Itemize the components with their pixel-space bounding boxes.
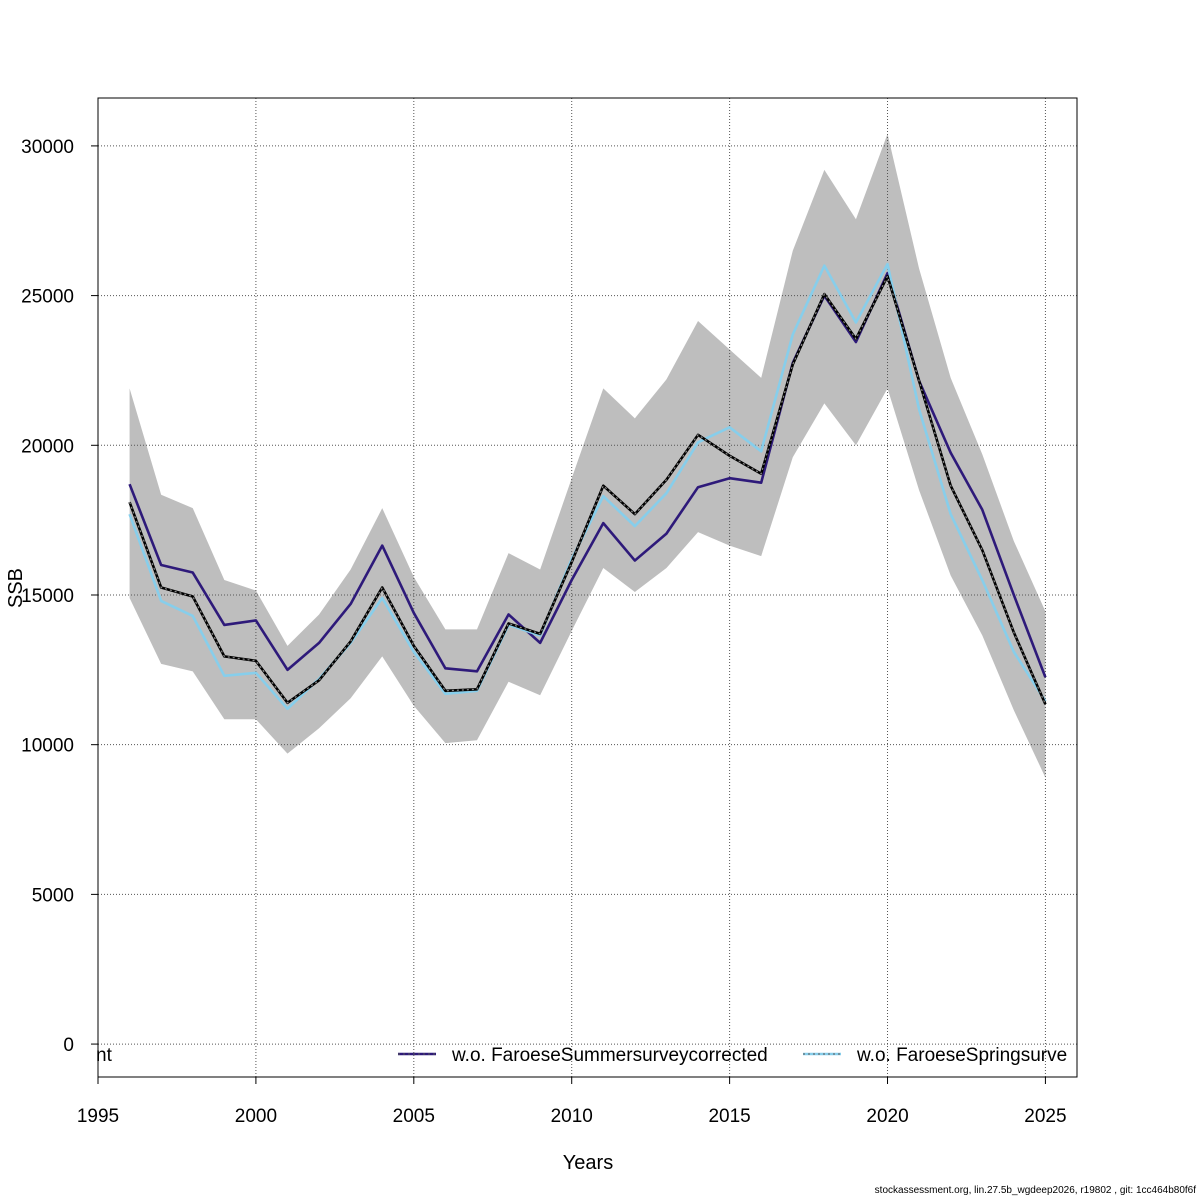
x-axis-title: Years	[563, 1152, 613, 1174]
series-line-0-dots	[129, 274, 1046, 705]
legend: nt w.o. FaroeseSummersurveycorrected w.o. …	[96, 1045, 1067, 1066]
x-tick-label: 2020	[866, 1106, 908, 1127]
grid-layer	[97, 98, 1077, 1077]
legend-text-fragment: nt	[96, 1045, 113, 1066]
y-tick-label: 5000	[32, 885, 74, 906]
x-tick-label: 2010	[551, 1106, 593, 1127]
x-tick-label: 1995	[77, 1106, 119, 1127]
x-tick-label: 2025	[1024, 1106, 1066, 1127]
plot-frame	[97, 97, 1078, 1078]
y-tick-label: 25000	[21, 287, 74, 308]
y-axis-title: SSB	[5, 568, 27, 608]
footer-credit: stockassessment.org, lin.27.5b_wgdeep202…	[874, 1185, 1196, 1196]
series-line-2	[128, 262, 1047, 711]
y-tick-label: 15000	[21, 586, 74, 607]
axis-layer: 0 5000 10000 15000 20000 25000 30000 1995 2000 20…	[21, 97, 1078, 1127]
x-tick-label: 2015	[708, 1106, 750, 1127]
legend-label-0: w.o. FaroeseSummersurveycorrected	[451, 1045, 768, 1066]
confidence-band	[129, 133, 1046, 778]
legend-label-1: w.o. FaroeseSpringsurve	[856, 1045, 1067, 1066]
y-tick-label: 10000	[21, 736, 74, 757]
y-tick-label: 0	[63, 1035, 74, 1056]
series-layer	[128, 262, 1047, 711]
confidence-band-layer	[129, 133, 1046, 778]
x-tick-label: 2000	[235, 1106, 277, 1127]
x-tick-label: 2005	[393, 1106, 435, 1127]
y-tick-label: 20000	[21, 436, 74, 457]
y-tick-label: 30000	[21, 137, 74, 158]
